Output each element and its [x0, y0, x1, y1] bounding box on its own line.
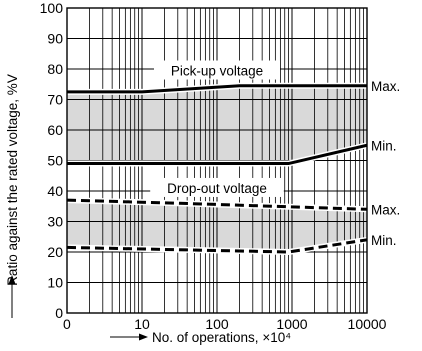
- annotation-box-bg: [150, 177, 284, 197]
- annotation-box-bg: [154, 60, 280, 80]
- annotation-label: Drop-out voltage: [167, 181, 267, 196]
- series-3-line: [66, 198, 368, 211]
- y-tick-label: 50: [47, 153, 63, 169]
- plot-frame: [66, 7, 368, 314]
- y-tick-label: 10: [47, 275, 63, 291]
- y-tick-label: 0: [55, 305, 63, 321]
- x-tick-label: 10: [134, 316, 150, 332]
- series-2-line: [67, 143, 368, 166]
- y-tick-label: 90: [47, 31, 63, 47]
- y-tick-label: 30: [47, 214, 63, 230]
- y-tick-label: 40: [47, 183, 63, 199]
- annotation-max-label: Max.: [371, 79, 400, 94]
- annotation-max-label: Max.: [371, 202, 400, 217]
- series-1-line: [67, 84, 367, 94]
- y-tick-label: 100: [40, 0, 64, 16]
- y-axis-title: Ratio against the rated voltage, %V: [5, 74, 20, 286]
- y-tick-label: 80: [47, 61, 63, 77]
- series-4-line: [66, 238, 368, 254]
- x-axis-title: No. of operations, ×10⁴: [152, 330, 291, 345]
- y-tick-label: 60: [47, 122, 63, 138]
- y-axis-arrow-head: [8, 275, 16, 284]
- x-tick-label: 0: [63, 316, 71, 332]
- y-tick-label: 70: [47, 92, 63, 108]
- annotation-min-label: Min.: [371, 233, 397, 248]
- annotation-label: Pick-up voltage: [171, 64, 263, 79]
- y-tick-label: 20: [47, 244, 63, 260]
- x-tick-label: 10000: [348, 316, 387, 332]
- annotation-min-label: Min.: [371, 138, 397, 153]
- x-tick-label: 1000: [276, 316, 307, 332]
- x-tick-label: 100: [205, 316, 229, 332]
- x-axis-arrow-head: [139, 333, 148, 341]
